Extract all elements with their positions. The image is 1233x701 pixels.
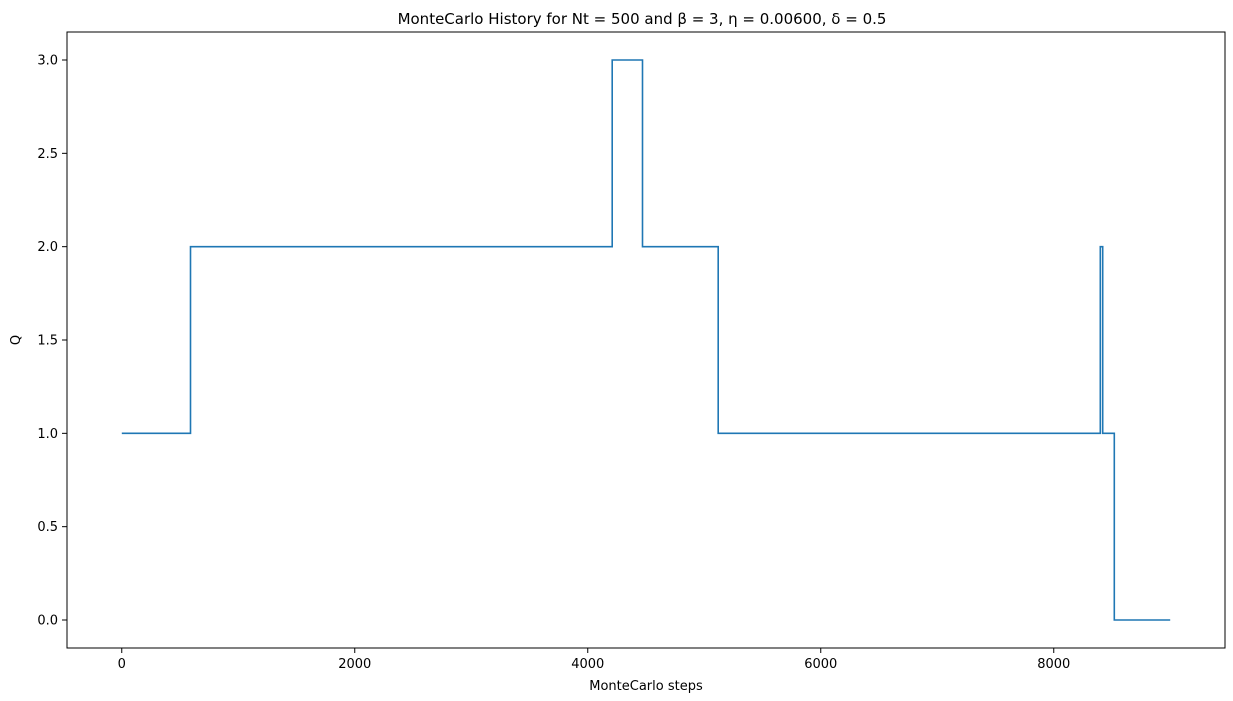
y-tick-label: 1.0 bbox=[37, 427, 58, 442]
series-group bbox=[121, 59, 1171, 621]
y-tick-label: 0.0 bbox=[37, 614, 58, 629]
x-tick-label: 6000 bbox=[804, 657, 837, 672]
y-tick-label: 2.5 bbox=[37, 147, 58, 162]
y-tick-label: 1.5 bbox=[37, 334, 58, 349]
x-tick-label: 4000 bbox=[571, 657, 604, 672]
chart-title: MonteCarlo History for Nt = 500 and β = … bbox=[398, 10, 887, 28]
y-axis-ticks: 0.0 0.5 1.0 1.5 2.0 2.5 3.0 bbox=[37, 54, 67, 629]
plot-area-frame bbox=[66, 31, 1226, 649]
x-tick-label: 8000 bbox=[1037, 657, 1070, 672]
y-axis-label: Q bbox=[9, 335, 24, 345]
x-tick-label: 2000 bbox=[338, 657, 371, 672]
y-tick-label: 3.0 bbox=[37, 54, 58, 69]
x-axis-label: MonteCarlo steps bbox=[589, 679, 703, 694]
y-tick-label: 2.0 bbox=[37, 240, 58, 255]
x-axis-ticks: 0 2000 4000 6000 8000 bbox=[118, 648, 1070, 672]
x-tick-label: 0 bbox=[118, 657, 126, 672]
y-tick-label: 0.5 bbox=[37, 520, 58, 535]
series-line bbox=[121, 59, 1171, 621]
